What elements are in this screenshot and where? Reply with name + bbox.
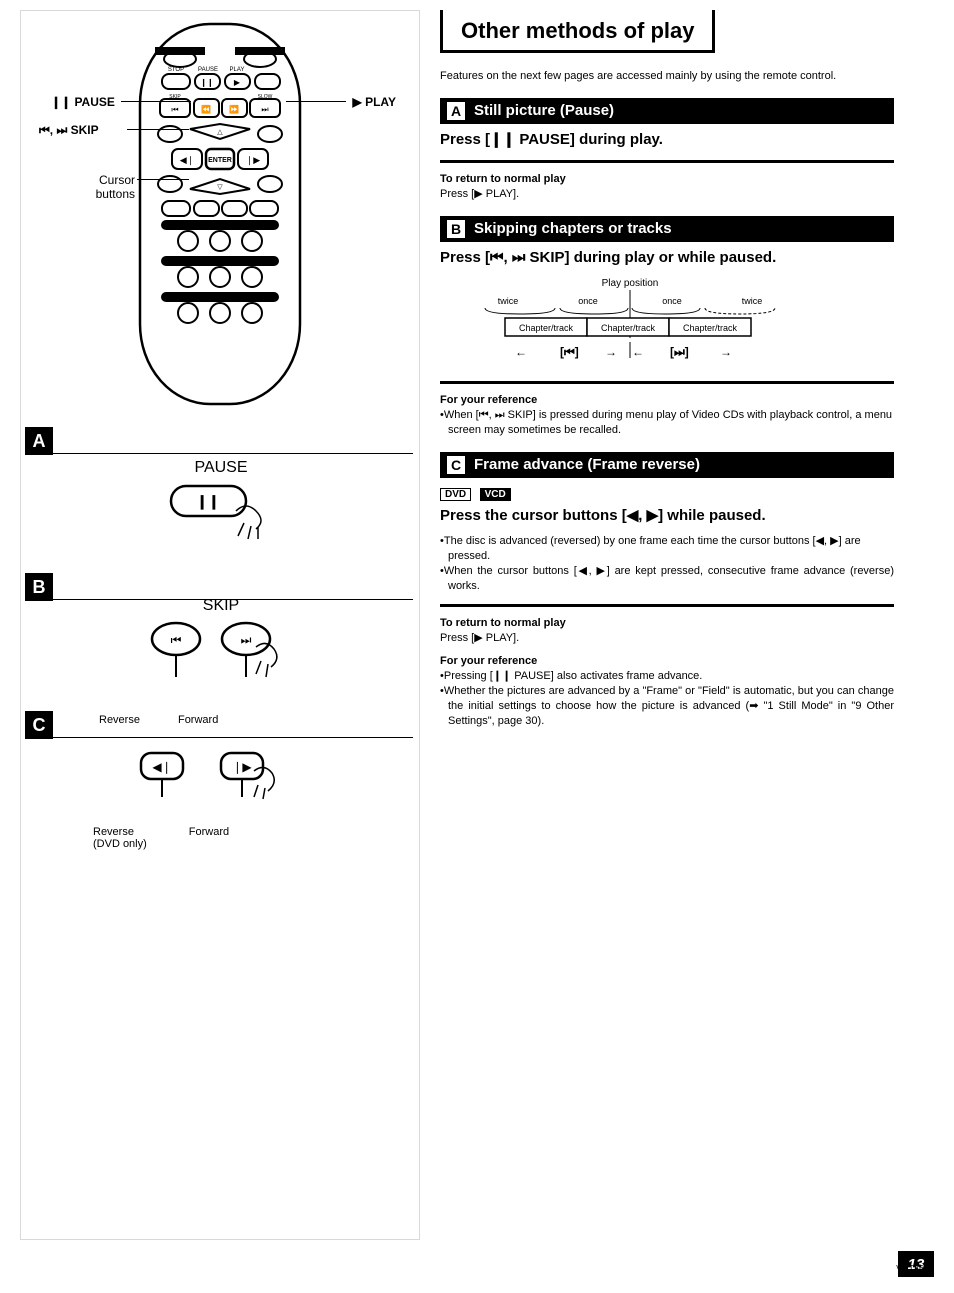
- header-c-label: C: [446, 455, 466, 475]
- svg-text:Chapter/track: Chapter/track: [601, 323, 656, 333]
- section-c-label: C: [25, 711, 53, 739]
- section-b-content: SKIP ⏮ ⏭ Reverse Forward: [81, 597, 361, 726]
- svg-text:twice: twice: [498, 296, 519, 306]
- callout-skip: ⏮, ⏭ SKIP: [39, 123, 99, 138]
- svg-text:PAUSE: PAUSE: [198, 67, 218, 73]
- svg-text:twice: twice: [742, 296, 763, 306]
- pause-title: PAUSE: [81, 459, 361, 477]
- svg-text:STOP: STOP: [168, 67, 184, 73]
- svg-text:once: once: [578, 296, 598, 306]
- remote-svg: STOP PAUSE PLAY ❙❙ ▶ ⏮ ⏪ ⏩ ⏭ SKIP SLOW △: [130, 19, 310, 409]
- skip-forward: Forward: [178, 714, 218, 726]
- pause-button-illustration: ❙❙: [166, 481, 276, 541]
- b-ref-head: For your reference: [440, 394, 894, 406]
- cursor-dvdonly: (DVD only): [93, 838, 147, 850]
- svg-text:→: →: [605, 345, 617, 359]
- header-a-label: A: [446, 101, 466, 121]
- badge-vcd: VCD: [480, 488, 511, 501]
- a-return-head: To return to normal play: [440, 173, 894, 185]
- c-ref-1: •Pressing [❙❙ PAUSE] also activates fram…: [440, 669, 894, 684]
- svg-text:▽: ▽: [217, 184, 223, 191]
- svg-text:[⏮]: [⏮]: [560, 345, 579, 359]
- svg-text:⏪: ⏪: [201, 104, 211, 114]
- header-a-text: Still picture (Pause): [474, 102, 614, 119]
- section-a-label: A: [25, 427, 53, 455]
- svg-text:⏭: ⏭: [261, 105, 268, 114]
- page-title: Other methods of play: [461, 18, 694, 43]
- cursor-reverse: Reverse: [93, 826, 147, 838]
- svg-text:❙❙: ❙❙: [196, 493, 219, 510]
- callout-pause: ❙❙ PAUSE: [51, 95, 115, 109]
- section-c-content: ◀❘ ❘▶ Reverse (DVD only) Forward: [81, 741, 361, 850]
- badge-dvd: DVD: [440, 488, 471, 501]
- title-box: Other methods of play: [440, 10, 715, 53]
- svg-text:SKIP: SKIP: [169, 94, 181, 100]
- c-bullet-2: •When the cursor buttons [◀, ▶] are kept…: [440, 564, 894, 594]
- svg-text:◀❘: ◀❘: [152, 760, 171, 774]
- c-ref-2: •Whether the pictures are advanced by a …: [440, 684, 894, 729]
- svg-text:←: ←: [515, 345, 527, 359]
- header-b: B Skipping chapters or tracks: [440, 216, 894, 242]
- cursor-button-illustration: ◀❘ ❘▶: [126, 741, 316, 821]
- right-column: Other methods of play Features on the ne…: [440, 10, 934, 1240]
- svg-text:→: →: [720, 345, 732, 359]
- remote-diagram: ❙❙ PAUSE ▶ PLAY ⏮, ⏭ SKIP Cursor buttons: [29, 19, 411, 414]
- svg-text:PLAY: PLAY: [230, 67, 245, 73]
- callout-play: ▶ PLAY: [353, 95, 396, 109]
- header-c-text: Frame advance (Frame reverse): [474, 456, 700, 473]
- a-instruction: Press [❙❙ PAUSE] during play.: [440, 130, 894, 150]
- svg-text:←: ←: [632, 345, 644, 359]
- skip-reverse: Reverse: [99, 714, 140, 726]
- svg-text:▶: ▶: [234, 78, 241, 87]
- svg-text:⏮: ⏮: [171, 633, 182, 647]
- c-ref-head: For your reference: [440, 655, 894, 667]
- header-a: A Still picture (Pause): [440, 98, 894, 124]
- a-return-body: Press [▶ PLAY].: [440, 187, 894, 202]
- svg-text:❘▶: ❘▶: [232, 760, 252, 774]
- svg-text:[⏭]: [⏭]: [670, 345, 689, 359]
- diag-playpos: Play position: [602, 278, 659, 289]
- b-ref-body: •When [⏮, ⏭ SKIP] is pressed during menu…: [440, 408, 894, 438]
- c-return-body: Press [▶ PLAY].: [440, 631, 894, 646]
- callout-cursor: Cursor buttons: [77, 173, 135, 201]
- doc-code: VQT8621: [896, 1264, 934, 1293]
- left-column: ❙❙ PAUSE ▶ PLAY ⏮, ⏭ SKIP Cursor buttons: [20, 10, 420, 1240]
- svg-text:once: once: [662, 296, 682, 306]
- header-c: C Frame advance (Frame reverse): [440, 452, 894, 478]
- svg-text:⏮: ⏮: [171, 105, 178, 114]
- svg-text:⏭: ⏭: [241, 633, 252, 647]
- cursor-forward: Forward: [189, 826, 229, 850]
- svg-text:⏩: ⏩: [229, 104, 239, 114]
- header-b-label: B: [446, 219, 466, 239]
- svg-text:SLOW: SLOW: [258, 94, 273, 100]
- svg-text:❘▶: ❘▶: [246, 155, 261, 166]
- svg-text:Chapter/track: Chapter/track: [683, 323, 738, 333]
- svg-text:△: △: [217, 129, 223, 136]
- header-b-text: Skipping chapters or tracks: [474, 220, 672, 237]
- c-return-head: To return to normal play: [440, 617, 894, 629]
- intro-text: Features on the next few pages are acces…: [440, 69, 894, 84]
- section-b-label: B: [25, 573, 53, 601]
- svg-text:❙❙: ❙❙: [200, 78, 213, 87]
- c-bullet-1: •The disc is advanced (reversed) by one …: [440, 534, 894, 564]
- b-instruction: Press [⏮, ⏭ SKIP] during play or while p…: [440, 248, 894, 268]
- skip-diagram: Play position twice once once twice Chap…: [460, 276, 894, 371]
- svg-text:◀❘: ◀❘: [180, 155, 194, 166]
- skip-button-illustration: ⏮ ⏭: [136, 619, 306, 709]
- svg-text:ENTER: ENTER: [208, 157, 232, 164]
- skip-title: SKIP: [81, 597, 361, 615]
- svg-text:Chapter/track: Chapter/track: [519, 323, 574, 333]
- c-instruction: Press the cursor buttons [◀, ▶] while pa…: [440, 506, 894, 526]
- section-a-content: PAUSE ❙❙: [81, 459, 361, 546]
